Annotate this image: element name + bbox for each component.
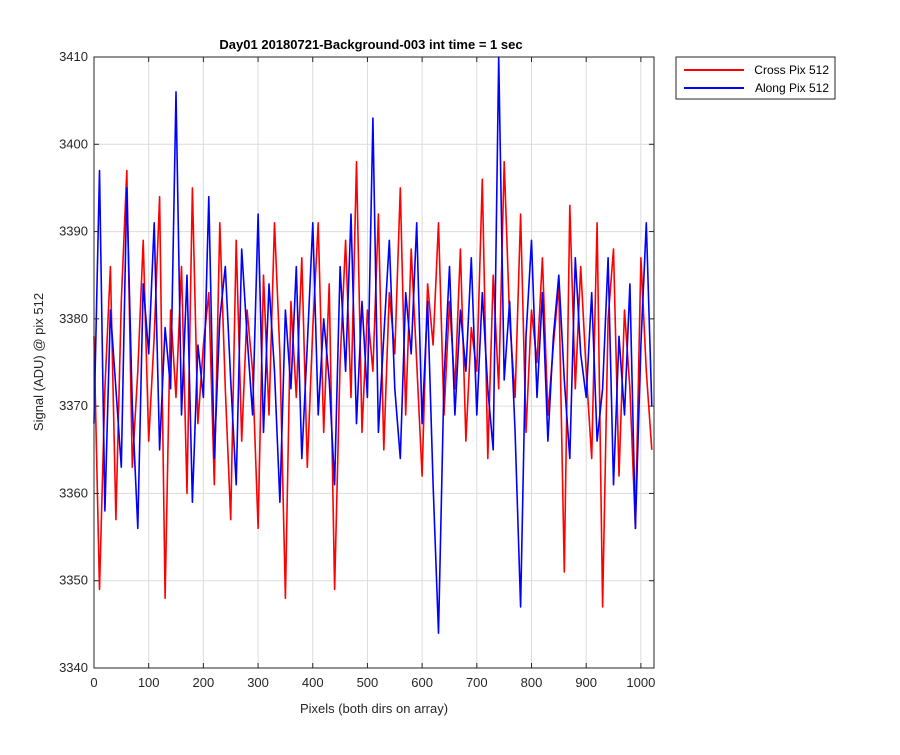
ticks: 0 100 200 300 400 500 600 700 800 900 1000 3340 3350… bbox=[59, 49, 655, 690]
legend-box bbox=[675, 56, 836, 100]
x-tick-label: 900 bbox=[575, 675, 597, 690]
axes-box bbox=[93, 56, 655, 669]
series-layer bbox=[93, 56, 653, 634]
x-tick-label: 700 bbox=[466, 675, 488, 690]
legend-label-along: Along Pix 512 bbox=[755, 81, 829, 95]
y-tick-label: 3350 bbox=[59, 573, 88, 588]
series-line-along-pix-512 bbox=[93, 56, 653, 634]
x-tick-label: 400 bbox=[302, 675, 324, 690]
y-tick-label: 3400 bbox=[59, 136, 88, 151]
y-axis-label: Signal (ADU) @ pix 512 bbox=[31, 293, 46, 431]
x-axis-label: Pixels (both dirs on array) bbox=[300, 701, 448, 716]
y-tick-label: 3360 bbox=[59, 485, 88, 500]
x-tick-label: 1000 bbox=[626, 675, 655, 690]
y-tick-label: 3380 bbox=[59, 311, 88, 326]
x-tick-label: 500 bbox=[357, 675, 379, 690]
x-tick-label: 600 bbox=[411, 675, 433, 690]
x-tick-label: 200 bbox=[193, 675, 215, 690]
x-tick-label: 300 bbox=[247, 675, 269, 690]
x-tick-label: 800 bbox=[521, 675, 543, 690]
x-tick-label: 0 bbox=[90, 675, 97, 690]
y-tick-label: 3340 bbox=[59, 660, 88, 675]
y-tick-label: 3390 bbox=[59, 224, 88, 239]
chart-title: Day01 20180721-Background-003 int time =… bbox=[219, 37, 522, 52]
y-tick-label: 3410 bbox=[59, 49, 88, 64]
legend-label-cross: Cross Pix 512 bbox=[754, 63, 829, 77]
y-tick-label: 3370 bbox=[59, 398, 88, 413]
x-tick-label: 100 bbox=[138, 675, 160, 690]
legend: Cross Pix 512 Along Pix 512 bbox=[675, 56, 836, 100]
